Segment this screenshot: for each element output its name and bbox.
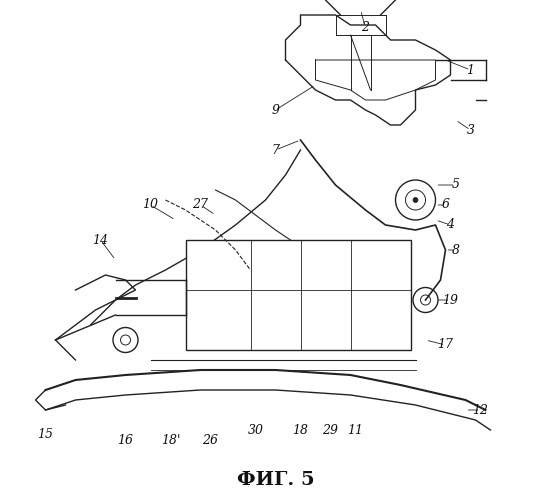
- Text: 19: 19: [442, 294, 458, 306]
- Text: 2: 2: [361, 21, 370, 34]
- Text: 9: 9: [272, 104, 279, 117]
- Text: 26: 26: [203, 434, 219, 446]
- Text: 11: 11: [348, 424, 364, 436]
- Text: 12: 12: [473, 404, 489, 416]
- Text: 8: 8: [451, 244, 460, 256]
- Text: 15: 15: [37, 428, 53, 442]
- Text: 10: 10: [143, 198, 159, 211]
- Text: 5: 5: [451, 178, 460, 192]
- Text: 17: 17: [437, 338, 453, 351]
- Text: 18: 18: [293, 424, 309, 436]
- Text: 30: 30: [247, 424, 263, 436]
- Text: 29: 29: [322, 424, 338, 436]
- Text: 14: 14: [93, 234, 109, 246]
- Text: 18': 18': [161, 434, 180, 446]
- Text: 4: 4: [446, 218, 455, 232]
- Text: 16: 16: [117, 434, 133, 446]
- Text: 27: 27: [192, 198, 208, 211]
- Text: 6: 6: [441, 198, 450, 211]
- Text: 3: 3: [467, 124, 474, 136]
- Bar: [186, 240, 410, 350]
- Circle shape: [413, 198, 418, 202]
- Text: ФИГ. 5: ФИГ. 5: [237, 471, 314, 489]
- Text: 7: 7: [272, 144, 279, 156]
- Text: 1: 1: [467, 64, 474, 76]
